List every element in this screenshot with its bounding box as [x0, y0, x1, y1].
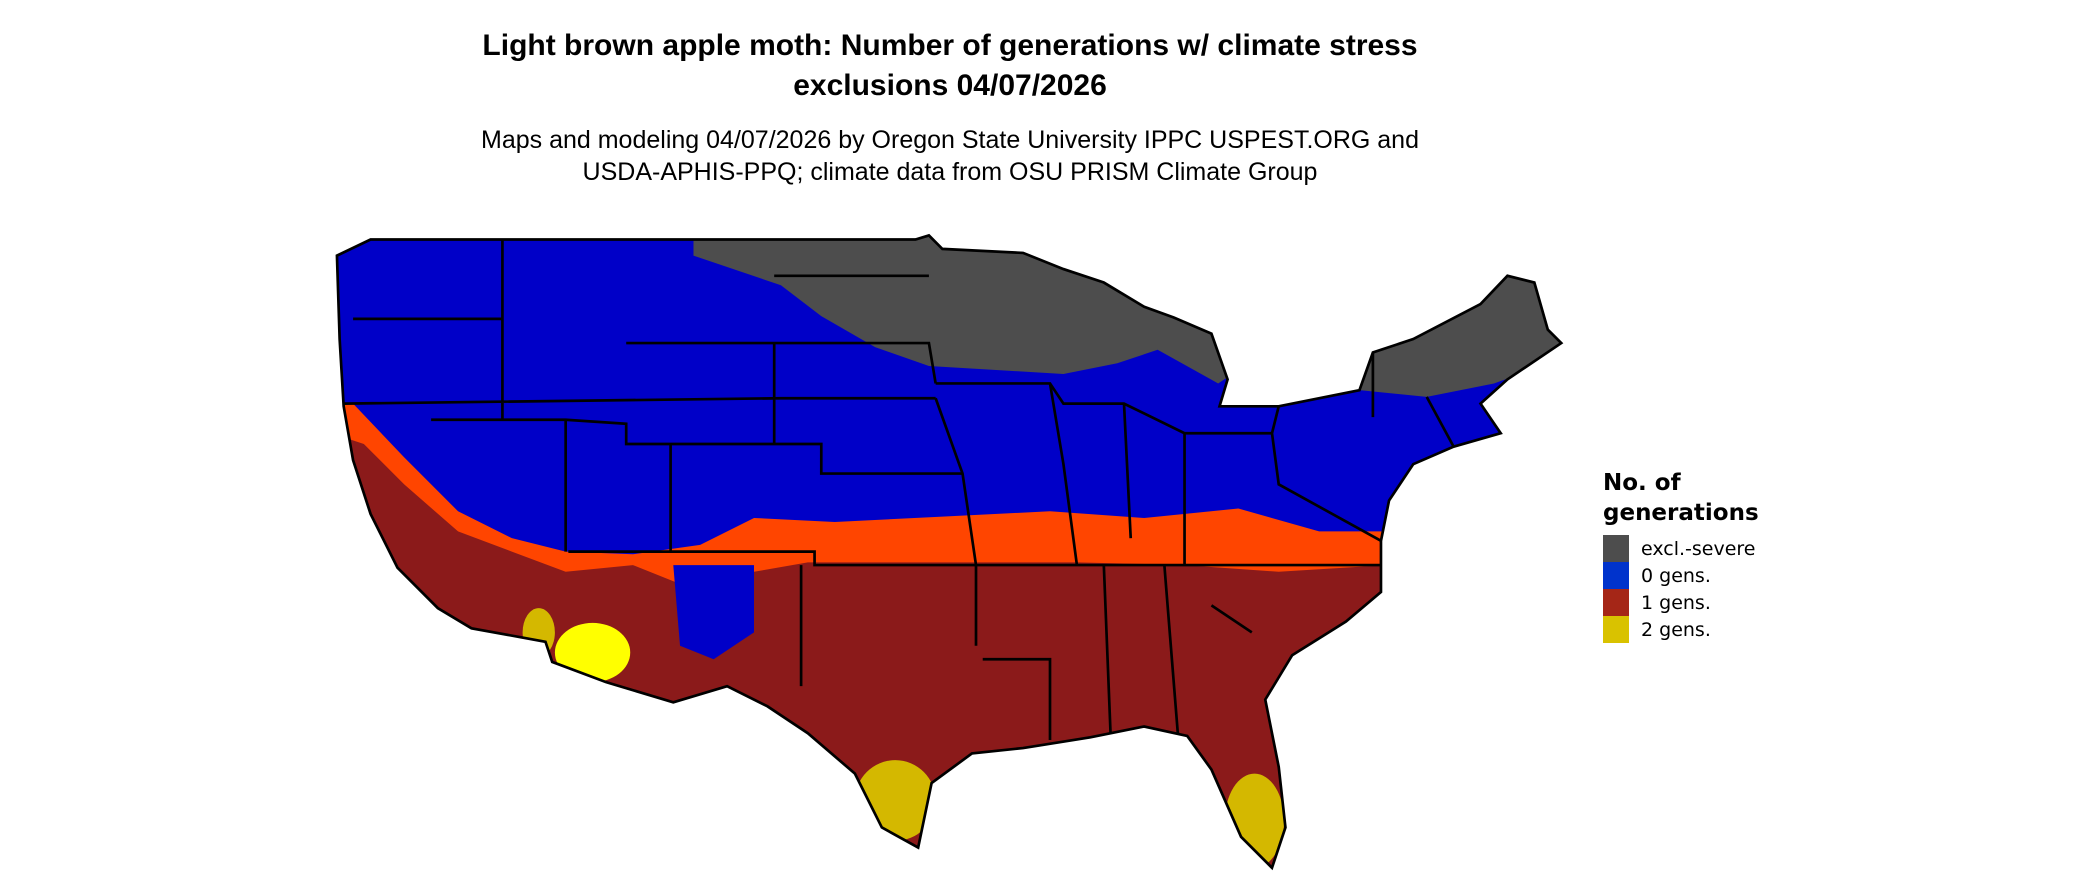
legend-swatch [1603, 589, 1629, 616]
legend-title-line1: No. of [1603, 470, 1681, 496]
legend-item-2-gens: 2 gens. [1603, 616, 1759, 643]
legend-swatch [1603, 535, 1629, 562]
legend-title-line2: generations [1603, 500, 1759, 526]
map-subtitle-line2: USDA-APHIS-PPQ; climate data from OSU PR… [582, 158, 1318, 186]
legend: No. of generations excl.-severe 0 gens. … [1603, 468, 1759, 643]
legend-item-1-gens: 1 gens. [1603, 589, 1759, 616]
two-gens-az-area [554, 622, 631, 683]
map-title-line1: Light brown apple moth: Number of genera… [482, 29, 1418, 62]
legend-swatch [1603, 616, 1629, 643]
legend-label: excl.-severe [1641, 537, 1756, 560]
legend-swatch [1603, 562, 1629, 589]
legend-label: 2 gens. [1641, 618, 1711, 641]
legend-label: 1 gens. [1641, 591, 1711, 614]
state-borders [335, 234, 1563, 870]
two-gens-ca-area [522, 608, 555, 657]
legend-label: 0 gens. [1641, 564, 1711, 587]
map-title-line2: exclusions 04/07/2026 [793, 69, 1107, 102]
legend-item-0-gens: 0 gens. [1603, 562, 1759, 589]
map-subtitle-line1: Maps and modeling 04/07/2026 by Oregon S… [481, 126, 1419, 154]
zero-gens-nm-area [673, 565, 755, 660]
legend-item-excl-severe: excl.-severe [1603, 535, 1759, 562]
